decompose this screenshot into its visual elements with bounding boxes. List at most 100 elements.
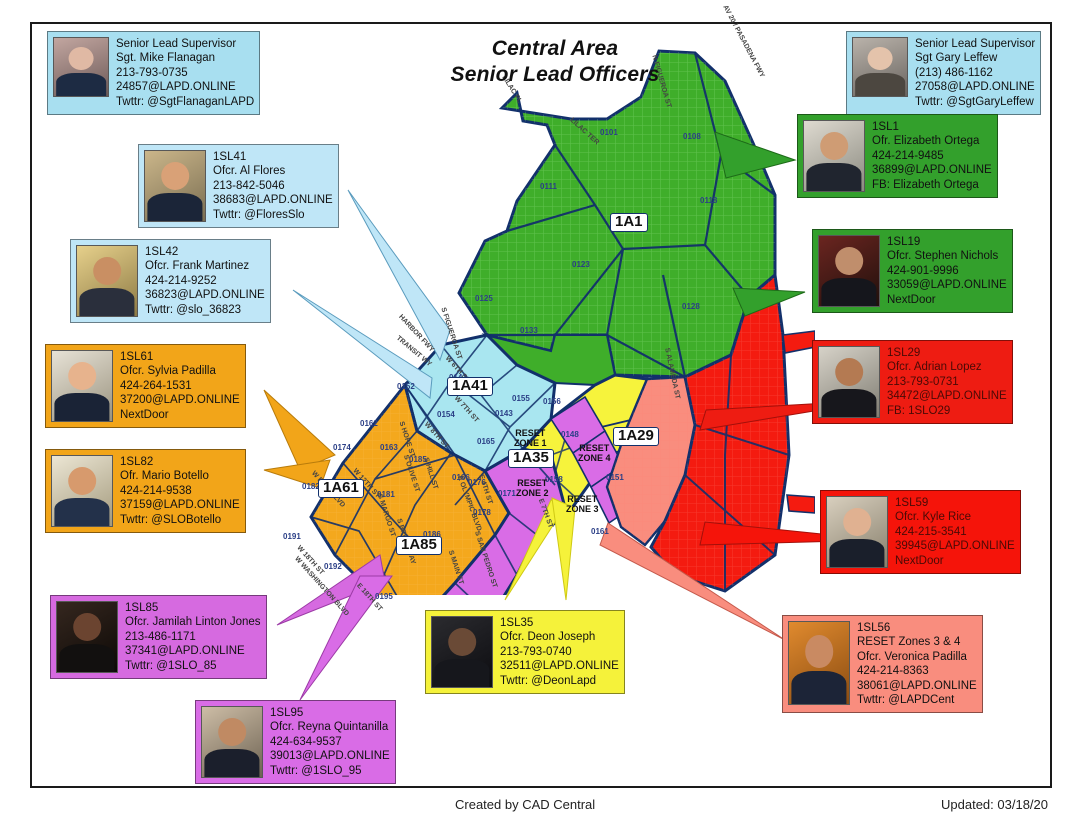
- zone-label-1a85: 1A85: [396, 536, 442, 555]
- officer-card-1sl42[interactable]: 1SL42 Ofcr. Frank Martinez 424-214-9252 …: [70, 239, 271, 324]
- officer-card-1sl61[interactable]: 1SL61 Ofcr. Sylvia Padilla 424-264-1531 …: [45, 344, 246, 429]
- officer-name: Ofcr. Kyle Rice: [895, 511, 972, 524]
- rd-number: 0174: [333, 443, 351, 452]
- rd-number: 0176: [468, 478, 486, 487]
- officer-card-1sl35[interactable]: 1SL35 Ofcr. Deon Joseph 213-793-0740 325…: [425, 610, 625, 695]
- officer-unit: 1SL85: [125, 602, 159, 614]
- avatar: [826, 496, 888, 568]
- officer-card-1sl85[interactable]: 1SL85 Ofcr. Jamilah Linton Jones 213-486…: [50, 595, 267, 680]
- supervisor-card-leffew[interactable]: Senior Lead Supervisor Sgt Gary Leffew (…: [846, 31, 1042, 116]
- officer-social: NextDoor: [887, 293, 936, 306]
- officer-card-1sl1[interactable]: 1SL1 Ofr. Elizabeth Ortega 424-214-9485 …: [797, 114, 998, 199]
- officer-name: Ofcr. Frank Martinez: [145, 260, 250, 273]
- officer-details: 1SL29 Ofcr. Adrian Lopez 213-793-0731 34…: [880, 346, 1007, 418]
- rd-number: 0166: [452, 473, 470, 482]
- footer-updated-date: Updated: 03/18/20: [941, 797, 1048, 812]
- zone-label-1a35: 1A35: [508, 449, 554, 468]
- officer-unit: 1SL19: [887, 236, 921, 248]
- officer-unit: 1SL82: [120, 456, 154, 468]
- supervisor-name: Sgt Gary Leffew: [915, 52, 998, 65]
- officer-card-1sl19[interactable]: 1SL19 Ofcr. Stephen Nichols 424-901-9996…: [812, 229, 1013, 314]
- reset-zone-2-label: RESET ZONE 2: [516, 478, 549, 498]
- avatar: [53, 37, 109, 97]
- officer-email: 37159@LAPD.ONLINE: [120, 499, 240, 512]
- officer-unit: 1SL61: [120, 351, 154, 363]
- supervisor-details: Senior Lead Supervisor Sgt. Mike Flanaga…: [109, 37, 254, 109]
- avatar: [201, 706, 263, 778]
- rd-number: 0186: [423, 530, 441, 539]
- rd-number: 0155: [512, 394, 530, 403]
- rd-number: 0165: [477, 437, 495, 446]
- zone-label-1a61: 1A61: [318, 479, 364, 498]
- officer-details: 1SL42 Ofcr. Frank Martinez 424-214-9252 …: [138, 245, 265, 317]
- officer-social: FB: Elizabeth Ortega: [872, 178, 979, 191]
- officer-name: Ofcr. Sylvia Padilla: [120, 365, 216, 378]
- officer-phone: 424-901-9996: [887, 264, 959, 277]
- supervisor-role: Senior Lead Supervisor: [915, 38, 1036, 50]
- avatar: [431, 616, 493, 688]
- officer-phone: 424-215-3541: [895, 525, 967, 538]
- officer-unit: 1SL35: [500, 617, 534, 629]
- officer-details: 1SL95 Ofcr. Reyna Quintanilla 424-634-95…: [263, 706, 390, 778]
- officer-card-1sl56[interactable]: 1SL56 RESET Zones 3 & 4 Ofcr. Veronica P…: [782, 615, 983, 714]
- rd-number: 0101: [600, 128, 618, 137]
- central-area-division-map[interactable]: [255, 35, 815, 595]
- rd-number: 0181: [377, 490, 395, 499]
- rd-number: 0152: [397, 382, 415, 391]
- officer-card-1sl95[interactable]: 1SL95 Ofcr. Reyna Quintanilla 424-634-95…: [195, 700, 396, 785]
- rd-number: 0162: [360, 419, 378, 428]
- officer-phone: 424-214-8363: [857, 665, 929, 678]
- rd-number: 0111: [540, 182, 557, 191]
- officer-email: 37341@LAPD.ONLINE: [125, 645, 245, 658]
- avatar: [852, 37, 908, 97]
- supervisor-card-flanagan[interactable]: Senior Lead Supervisor Sgt. Mike Flanaga…: [47, 31, 261, 116]
- reset-zone-4-label: RESET ZONE 4: [578, 443, 611, 463]
- officer-email: 39945@LAPD.ONLINE: [895, 540, 1015, 553]
- zone-1a29: [649, 272, 791, 593]
- officer-name: Ofcr. Deon Joseph: [500, 631, 596, 644]
- officer-email: 37200@LAPD.ONLINE: [120, 394, 240, 407]
- officer-name: Ofcr. Stephen Nichols: [887, 250, 999, 263]
- supervisor-phone: 213-793-0735: [116, 66, 188, 79]
- rd-number: 0158: [545, 475, 563, 484]
- zone-small-magenta: [549, 395, 643, 525]
- officer-unit: 1SL95: [270, 707, 304, 719]
- supervisor-social: Twttr: @SgtGaryLeffew: [915, 95, 1034, 108]
- avatar: [788, 621, 850, 705]
- officer-card-1sl82[interactable]: 1SL82 Ofr. Mario Botello 424-214-9538 37…: [45, 449, 246, 534]
- officer-social: Twttr: @SLOBotello: [120, 513, 222, 526]
- supervisor-social: Twttr: @SgtFlanaganLAPD: [116, 95, 255, 108]
- rd-number: 0178: [473, 508, 491, 517]
- officer-card-1sl29[interactable]: 1SL29 Ofcr. Adrian Lopez 213-793-0731 34…: [812, 340, 1013, 425]
- officer-phone: 213-486-1171: [125, 630, 196, 643]
- officer-card-1sl41[interactable]: 1SL41 Ofcr. Al Flores 213-842-5046 38683…: [138, 144, 339, 229]
- officer-name: Ofcr. Veronica Padilla: [857, 650, 967, 663]
- page-title: Central Area Senior Lead Officers: [430, 36, 680, 88]
- rd-number: 0128: [682, 302, 700, 311]
- officer-unit: 1SL56: [857, 622, 891, 634]
- officer-name: Ofcr. Adrian Lopez: [887, 361, 982, 374]
- reset-zone-1-label: RESET ZONE 1: [514, 428, 547, 448]
- officer-phone: 424-634-9537: [270, 735, 342, 748]
- officer-email: 39013@LAPD.ONLINE: [270, 750, 390, 763]
- officer-name: Ofcr. Al Flores: [213, 165, 286, 178]
- footer-created-by: Created by CAD Central: [455, 797, 596, 812]
- avatar: [803, 120, 865, 192]
- officer-details: 1SL59 Ofcr. Kyle Rice 424-215-3541 39945…: [888, 496, 1015, 568]
- officer-social: NextDoor: [895, 554, 944, 567]
- officer-name: Ofcr. Jamilah Linton Jones: [125, 616, 261, 629]
- zone-label-1a29: 1A29: [613, 427, 659, 446]
- officer-social: Twttr: @1SLO_95: [270, 764, 362, 777]
- rd-number: 0192: [324, 562, 342, 571]
- officer-email: 33059@LAPD.ONLINE: [887, 279, 1007, 292]
- officer-email: 32511@LAPD.ONLINE: [500, 660, 619, 673]
- rd-number: 0156: [543, 397, 561, 406]
- officer-email: 38683@LAPD.ONLINE: [213, 194, 333, 207]
- rd-number: 0118: [700, 196, 718, 205]
- supervisor-phone: (213) 486-1162: [915, 66, 993, 79]
- title-line-2: Senior Lead Officers: [450, 63, 660, 86]
- officer-social: NextDoor: [120, 408, 169, 421]
- avatar: [818, 346, 880, 418]
- officer-card-1sl59[interactable]: 1SL59 Ofcr. Kyle Rice 424-215-3541 39945…: [820, 490, 1021, 575]
- rd-number: 0123: [572, 260, 590, 269]
